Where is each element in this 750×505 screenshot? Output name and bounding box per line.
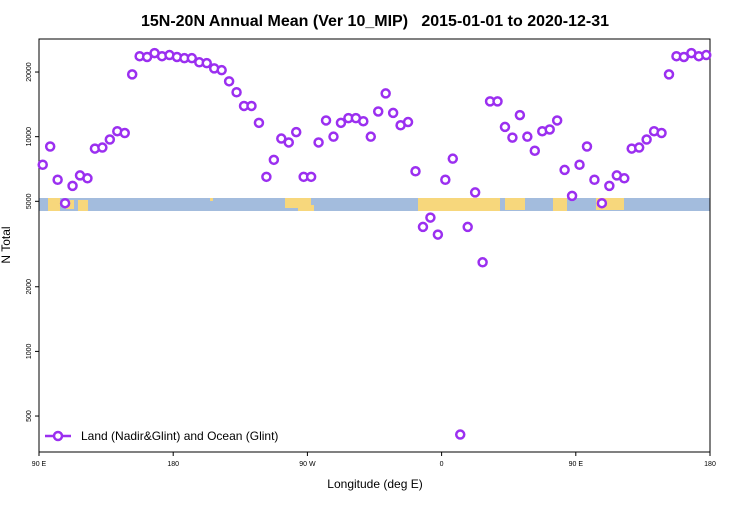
point	[253, 117, 265, 129]
x-tick-label: 0	[440, 461, 444, 468]
point	[52, 174, 63, 186]
point	[231, 87, 242, 98]
point	[358, 115, 369, 127]
point	[410, 166, 421, 177]
point	[492, 96, 503, 107]
point	[440, 174, 451, 186]
point	[104, 134, 116, 145]
point	[59, 197, 71, 209]
point	[380, 88, 391, 99]
point	[454, 429, 466, 440]
point	[551, 115, 563, 126]
point	[97, 142, 108, 153]
point	[596, 197, 608, 209]
point	[574, 159, 585, 170]
point	[37, 159, 48, 170]
point	[223, 76, 235, 87]
point	[619, 173, 630, 184]
y-tick-label: 5000	[26, 193, 33, 209]
x-tick-label: 90 E	[569, 461, 584, 468]
point	[186, 52, 198, 64]
point	[656, 127, 667, 139]
point	[372, 106, 384, 117]
point	[559, 164, 570, 176]
y-tick-label: 20000	[26, 62, 33, 82]
legend-marker	[52, 430, 64, 442]
point	[67, 180, 78, 192]
y-axis-label: N Total	[0, 226, 13, 263]
point	[305, 171, 317, 183]
point	[320, 115, 332, 126]
point	[663, 69, 675, 80]
point	[313, 137, 324, 148]
point	[335, 117, 347, 129]
point	[119, 127, 130, 139]
point	[290, 126, 302, 138]
point	[402, 116, 414, 128]
point	[365, 131, 377, 142]
point	[633, 142, 645, 153]
y-tick-label: 500	[26, 410, 33, 422]
point	[641, 134, 652, 145]
point	[507, 132, 518, 143]
point	[432, 229, 444, 240]
point	[387, 107, 399, 119]
x-tick-label: 180	[167, 461, 179, 468]
point	[522, 131, 533, 142]
x-tick-label: 90 E	[32, 461, 47, 468]
y-tick-label: 10000	[26, 127, 33, 147]
point	[425, 212, 436, 223]
point	[44, 141, 56, 152]
map-strip	[39, 198, 710, 211]
point	[246, 100, 257, 112]
point	[589, 174, 600, 186]
point	[261, 171, 272, 183]
point	[462, 221, 473, 233]
point	[477, 257, 488, 268]
point	[447, 153, 459, 164]
chart-title: 15N-20N Annual Mean (Ver 10_MIP) 2015-01…	[141, 13, 609, 30]
point	[701, 49, 712, 61]
point	[499, 121, 511, 133]
point	[216, 64, 227, 76]
point	[514, 109, 526, 121]
x-tick-label: 180	[704, 461, 716, 468]
point	[566, 190, 578, 202]
y-tick-label: 2000	[26, 279, 33, 295]
point	[201, 57, 212, 69]
point	[126, 69, 138, 80]
point	[268, 154, 280, 166]
legend-label: Land (Nadir&Glint) and Ocean (Glint)	[81, 429, 278, 443]
point	[544, 124, 555, 135]
point	[581, 141, 593, 152]
x-axis-label: Longitude (deg E)	[327, 477, 422, 491]
point	[529, 145, 541, 156]
point	[328, 131, 339, 142]
point	[417, 221, 429, 233]
point	[82, 173, 93, 184]
x-tick-label: 90 W	[299, 461, 316, 468]
point	[469, 187, 481, 198]
point	[604, 180, 615, 192]
point	[283, 137, 295, 148]
y-tick-label: 1000	[26, 344, 33, 360]
plot-frame	[38, 38, 711, 453]
